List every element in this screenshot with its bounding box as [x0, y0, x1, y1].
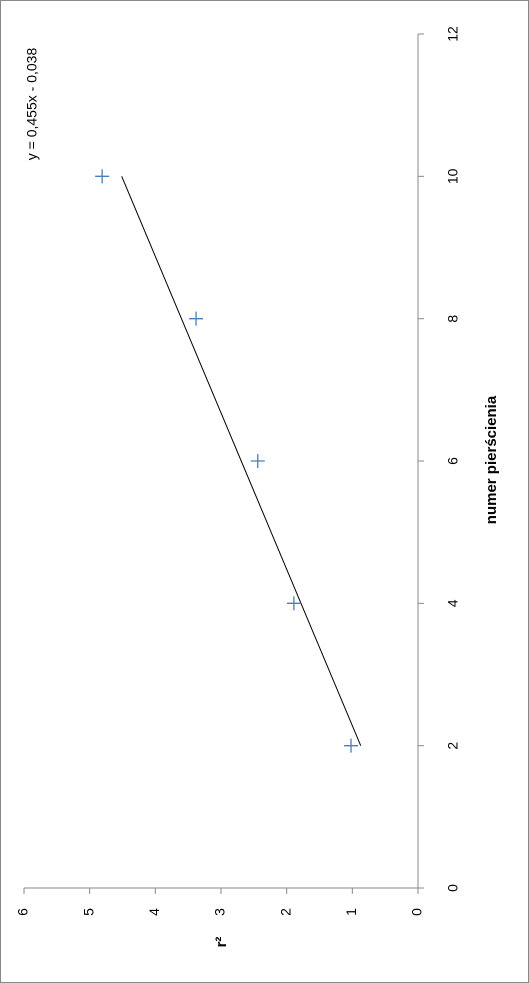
x-tick-label: 12 [445, 26, 461, 42]
y-tick-label: 2 [277, 908, 293, 916]
marker [286, 596, 301, 611]
x-tick-label: 0 [445, 884, 461, 892]
marker [344, 738, 359, 753]
trendline [121, 176, 362, 746]
y-tick-label: 3 [212, 908, 228, 916]
trendline-label: y = 0,455x - 0,038 [24, 48, 40, 161]
x-tick-label: 2 [445, 742, 461, 750]
y-tick-label: 1 [343, 908, 359, 916]
marker [95, 169, 110, 184]
y-tick-label: 0 [409, 908, 425, 916]
x-tick-label: 10 [445, 168, 461, 184]
x-tick-label: 8 [445, 315, 461, 323]
marker [250, 454, 265, 468]
y-tick-label: 6 [15, 908, 31, 916]
x-tick-label: 6 [445, 457, 461, 465]
y-tick-label: 4 [146, 908, 162, 916]
x-axis-title: numer pierścienia [483, 395, 500, 524]
y-tick-label: 5 [80, 908, 96, 916]
marker [189, 311, 204, 326]
y-axis-title: r² [213, 937, 230, 948]
x-tick-label: 4 [445, 599, 461, 607]
